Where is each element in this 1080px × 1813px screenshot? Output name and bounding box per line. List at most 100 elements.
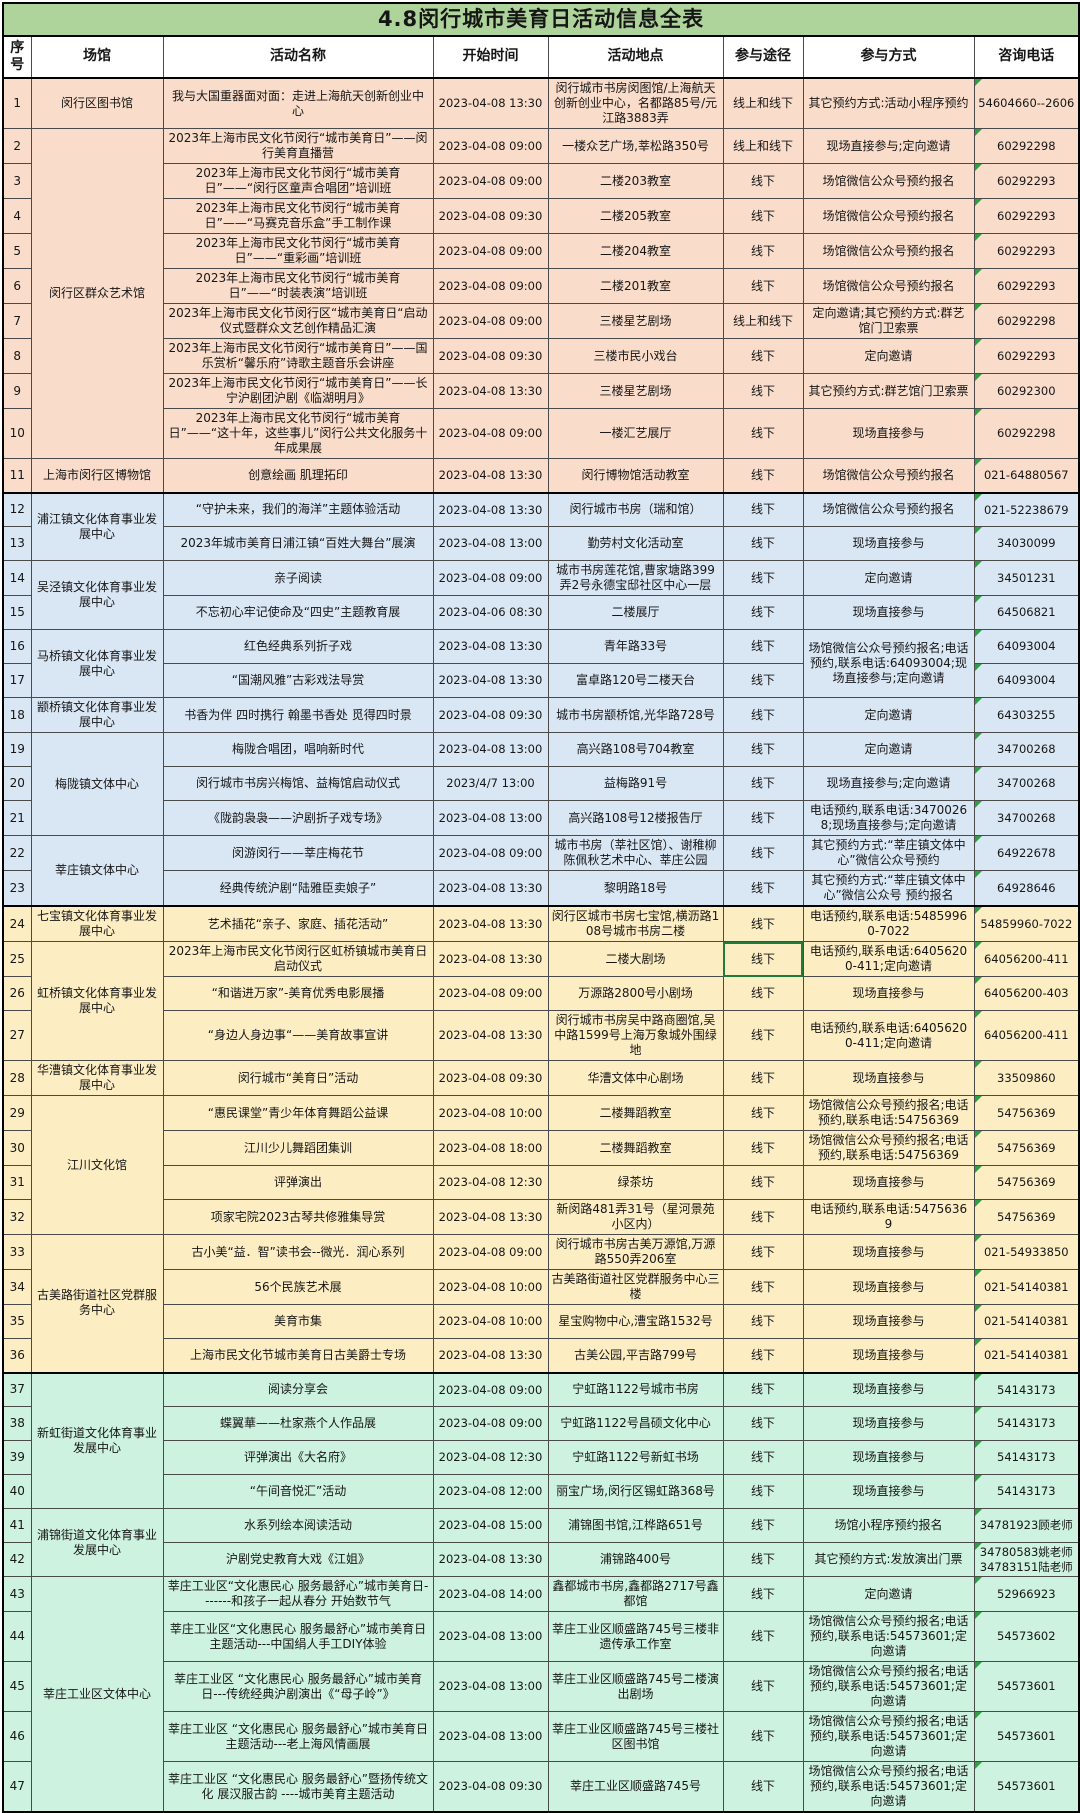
row-number-cell[interactable]: 42	[2, 1542, 32, 1577]
method-cell[interactable]: 场馆微信公众号预约报名	[802, 491, 975, 527]
activity-name-cell[interactable]: 美育市集	[162, 1304, 434, 1339]
activity-name-cell[interactable]: 阅读分享会	[162, 1371, 434, 1407]
start-time-cell[interactable]: 2023-04-08 09:00	[432, 835, 549, 871]
method-cell[interactable]: 现场直接参与	[802, 1440, 975, 1475]
venue-cell[interactable]: 莘庄镇文体中心	[30, 835, 164, 907]
venue-cell[interactable]: 古美路街道社区党群服务中心	[30, 1234, 164, 1373]
channel-cell[interactable]: 线上和线下	[722, 303, 804, 339]
row-number-cell[interactable]: 45	[2, 1661, 32, 1712]
method-cell[interactable]: 场馆小程序预约报名	[802, 1508, 975, 1543]
activity-name-cell[interactable]: 我与大国重器面对面：走进上海航天创新创业中心	[162, 77, 434, 129]
phone-cell[interactable]: 60292298	[973, 303, 1080, 339]
venue-cell[interactable]: 新虹街道文化体育事业发展中心	[30, 1371, 164, 1509]
channel-cell[interactable]: 线下	[722, 198, 804, 234]
location-cell[interactable]: 古美路街道社区党群服务中心三楼	[547, 1269, 724, 1305]
start-time-cell[interactable]: 2023-04-08 13:00	[432, 732, 549, 767]
channel-cell[interactable]: 线上和线下	[722, 128, 804, 164]
phone-cell[interactable]: 60292293	[973, 163, 1080, 199]
phone-cell[interactable]: 33509860	[973, 1060, 1080, 1096]
method-cell[interactable]: 其它预约方式:群艺馆门卫索票	[802, 373, 975, 409]
venue-cell[interactable]: 闵行区群众艺术馆	[30, 128, 164, 459]
activity-name-cell[interactable]: “惠民课堂”青少年体育舞蹈公益课	[162, 1095, 434, 1131]
channel-cell[interactable]: 线下	[722, 526, 804, 561]
col-header-method[interactable]: 参与方式	[802, 35, 975, 79]
phone-cell[interactable]: 60292300	[973, 373, 1080, 409]
start-time-cell[interactable]: 2023-04-08 09:00	[432, 408, 549, 459]
row-number-cell[interactable]: 26	[2, 976, 32, 1011]
phone-cell[interactable]: 34700268	[973, 732, 1080, 767]
method-cell[interactable]: 其它预约方式:发放演出门票	[802, 1542, 975, 1577]
method-cell[interactable]: 电话预约,联系电话:34700268;现场直接参与;定向邀请	[802, 800, 975, 836]
location-cell[interactable]: 古美公园,平吉路799号	[547, 1338, 724, 1373]
channel-cell[interactable]: 线下	[722, 1761, 804, 1813]
phone-cell[interactable]: 64303255	[973, 697, 1080, 733]
start-time-cell[interactable]: 2023-04-08 12:30	[432, 1165, 549, 1200]
venue-cell[interactable]: 闵行区图书馆	[30, 77, 164, 129]
row-number-cell[interactable]: 11	[2, 458, 32, 493]
venue-cell[interactable]: 莘庄工业区文体中心	[30, 1576, 164, 1813]
activity-name-cell[interactable]: 沪剧党史教育大戏《江姐》	[162, 1542, 434, 1577]
location-cell[interactable]: 万源路2800号小剧场	[547, 976, 724, 1011]
location-cell[interactable]: 鑫都城市书房,鑫都路2717号鑫都馆	[547, 1576, 724, 1612]
phone-cell[interactable]: 52966923	[973, 1576, 1080, 1612]
activity-name-cell[interactable]: 项家宅院2023古琴共修雅集导赏	[162, 1199, 434, 1235]
start-time-cell[interactable]: 2023-04-08 09:30	[432, 1761, 549, 1813]
venue-cell[interactable]: 上海市闵行区博物馆	[30, 458, 164, 493]
location-cell[interactable]: 莘庄工业区顺盛路745号二楼演出剧场	[547, 1661, 724, 1712]
location-cell[interactable]: 闵行城市书房（瑞和馆）	[547, 491, 724, 527]
channel-cell[interactable]: 线下	[722, 1440, 804, 1475]
start-time-cell[interactable]: 2023-04-08 13:00	[432, 800, 549, 836]
location-cell[interactable]: 富卓路120号二楼天台	[547, 663, 724, 698]
start-time-cell[interactable]: 2023-04-08 13:00	[432, 1711, 549, 1762]
channel-cell[interactable]: 线下	[722, 1269, 804, 1305]
channel-cell[interactable]: 线下	[722, 663, 804, 698]
location-cell[interactable]: 浦锦图书馆,江桦路651号	[547, 1508, 724, 1543]
channel-cell[interactable]: 线下	[722, 800, 804, 836]
channel-cell[interactable]: 线下	[722, 1406, 804, 1441]
location-cell[interactable]: 三楼星艺剧场	[547, 303, 724, 339]
start-time-cell[interactable]: 2023-04-08 09:00	[432, 163, 549, 199]
phone-cell[interactable]: 021-54933850	[973, 1234, 1080, 1270]
start-time-cell[interactable]: 2023-04-08 12:00	[432, 1474, 549, 1509]
row-number-cell[interactable]: 28	[2, 1060, 32, 1096]
method-cell[interactable]: 场馆微信公众号预约报名	[802, 458, 975, 493]
phone-cell[interactable]: 64056200-403	[973, 976, 1080, 1011]
row-number-cell[interactable]: 16	[2, 629, 32, 664]
phone-cell[interactable]: 54756369	[973, 1095, 1080, 1131]
channel-cell[interactable]: 线下	[722, 1165, 804, 1200]
activity-name-cell[interactable]: 红色经典系列折子戏	[162, 629, 434, 664]
phone-cell[interactable]: 54573601	[973, 1711, 1080, 1762]
method-cell[interactable]: 场馆微信公众号预约报名;电话预约,联系电话:54573601;定向邀请	[802, 1761, 975, 1813]
method-cell[interactable]: 现场直接参与	[802, 1304, 975, 1339]
row-number-cell[interactable]: 43	[2, 1576, 32, 1612]
phone-cell[interactable]: 64093004	[973, 663, 1080, 698]
phone-cell[interactable]: 64506821	[973, 595, 1080, 630]
start-time-cell[interactable]: 2023-04-08 15:00	[432, 1508, 549, 1543]
activity-name-cell[interactable]: 经典传统沪剧“陆雅臣卖娘子”	[162, 870, 434, 907]
activity-name-cell[interactable]: 闵游闵行——莘庄梅花节	[162, 835, 434, 871]
col-header-location[interactable]: 活动地点	[547, 35, 724, 79]
channel-cell[interactable]: 线下	[722, 1711, 804, 1762]
row-number-cell[interactable]: 22	[2, 835, 32, 871]
activity-name-cell[interactable]: 2023年上海市民文化节闵行“城市美育日”——“闵行区童声合唱团”培训班	[162, 163, 434, 199]
method-cell[interactable]: 现场直接参与	[802, 1474, 975, 1509]
method-cell[interactable]: 场馆微信公众号预约报名;电话预约,联系电话:54756369	[802, 1130, 975, 1166]
start-time-cell[interactable]: 2023-04-08 13:30	[432, 905, 549, 942]
method-cell[interactable]: 其它预约方式:“莘庄镇文体中心”微信公众号 预约报名	[802, 870, 975, 907]
location-cell[interactable]: 一楼汇艺展厅	[547, 408, 724, 459]
location-cell[interactable]: 一楼众艺广场,莘松路350号	[547, 128, 724, 164]
row-number-cell[interactable]: 34	[2, 1269, 32, 1305]
activity-name-cell[interactable]: “午间音悦汇”活动	[162, 1474, 434, 1509]
start-time-cell[interactable]: 2023/4/7 13:00	[432, 766, 549, 801]
row-number-cell[interactable]: 40	[2, 1474, 32, 1509]
activity-name-cell[interactable]: “国潮风雅”古彩戏法导赏	[162, 663, 434, 698]
method-cell[interactable]: 场馆微信公众号预约报名	[802, 198, 975, 234]
start-time-cell[interactable]: 2023-04-08 09:00	[432, 128, 549, 164]
phone-cell[interactable]: 54604660--2606	[973, 77, 1080, 129]
channel-cell[interactable]: 线下	[722, 163, 804, 199]
location-cell[interactable]: 宁虹路1122号城市书房	[547, 1371, 724, 1407]
row-number-cell[interactable]: 6	[2, 268, 32, 304]
row-number-cell[interactable]: 41	[2, 1508, 32, 1543]
phone-cell[interactable]: 54143173	[973, 1371, 1080, 1407]
start-time-cell[interactable]: 2023-04-06 08:30	[432, 595, 549, 630]
